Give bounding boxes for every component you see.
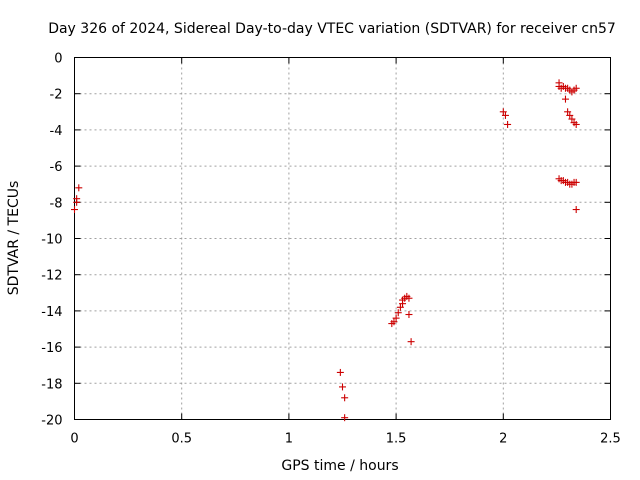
x-tick-labels: 0 0.5 1 1.5 2 2.5 <box>70 432 620 447</box>
x-tick-label: 1 <box>285 432 293 447</box>
data-point <box>396 303 404 311</box>
data-point <box>566 111 574 119</box>
data-point <box>499 108 507 116</box>
y-tick-label: -4 <box>50 124 63 139</box>
data-point <box>561 95 569 103</box>
x-tick-label: 0 <box>70 432 78 447</box>
y-tick-label: -10 <box>41 233 62 248</box>
y-tick-label: -20 <box>41 414 62 429</box>
y-tick-label: -14 <box>41 305 62 320</box>
y-tick-label: -8 <box>50 196 63 211</box>
data-point <box>405 294 413 302</box>
data-point <box>501 111 509 119</box>
data-point <box>572 120 580 128</box>
x-tick-label: 2 <box>499 432 507 447</box>
y-tick-label: -6 <box>50 160 63 175</box>
data-point <box>394 309 402 317</box>
data-point <box>71 206 78 214</box>
data-point <box>572 84 580 92</box>
data-point <box>504 120 512 128</box>
data-point <box>336 368 344 376</box>
data-point <box>390 318 398 326</box>
data-point <box>341 414 349 422</box>
data-point <box>564 108 572 116</box>
data-point <box>405 311 413 319</box>
data-point <box>568 115 576 123</box>
y-axis-label: SDTVAR / TECUs <box>6 181 22 296</box>
x-axis-label: GPS time / hours <box>281 458 398 474</box>
x-tick-label: 2.5 <box>600 432 621 447</box>
chart-title: Day 326 of 2024, Sidereal Day-to-day VTE… <box>48 21 616 37</box>
data-points <box>71 79 580 422</box>
axis-ticks <box>74 57 611 420</box>
x-tick-label: 0.5 <box>171 432 192 447</box>
y-tick-labels: 0 -2 -4 -6 -8 -10 -12 -14 -16 -18 -20 <box>41 52 62 429</box>
data-point <box>407 338 415 346</box>
y-tick-label: -2 <box>50 88 63 103</box>
grid-lines <box>74 57 611 420</box>
data-point <box>339 383 346 391</box>
y-tick-label: -18 <box>41 377 62 392</box>
data-point <box>73 198 81 206</box>
x-tick-label: 1.5 <box>386 432 407 447</box>
y-tick-label: -12 <box>41 269 62 284</box>
data-point <box>341 394 349 402</box>
y-tick-label: -16 <box>41 341 62 356</box>
data-point <box>572 178 580 186</box>
data-point <box>392 314 400 322</box>
y-tick-label: 0 <box>54 52 62 67</box>
data-point <box>572 206 580 214</box>
data-point <box>75 184 83 192</box>
